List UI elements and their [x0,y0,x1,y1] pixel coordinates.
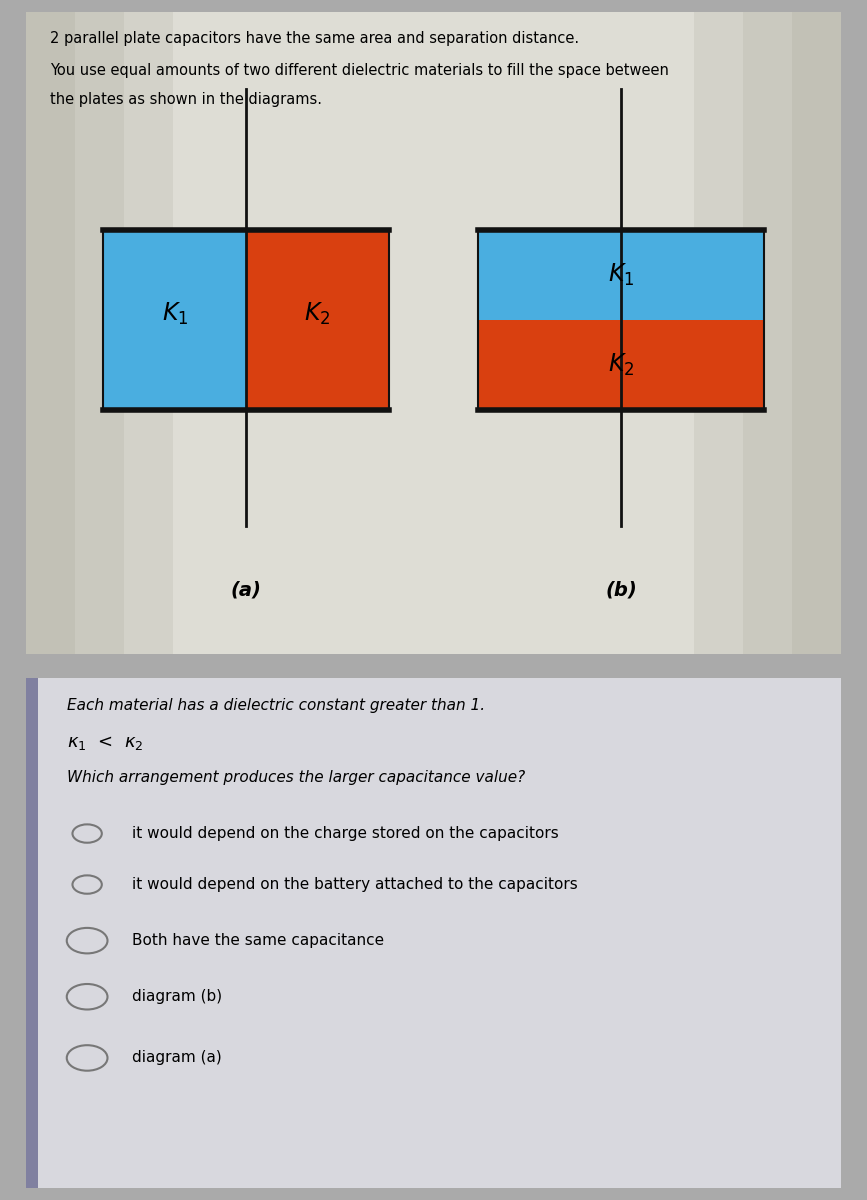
Bar [743,12,841,654]
Bar [26,12,173,654]
Bar [246,230,388,410]
Text: $\mathit{K_1}$: $\mathit{K_1}$ [161,301,188,326]
Bar [103,230,388,410]
Text: You use equal amounts of two different dielectric materials to fill the space be: You use equal amounts of two different d… [50,64,669,78]
Bar [479,230,764,320]
Text: Each material has a dielectric constant greater than 1.: Each material has a dielectric constant … [67,698,485,713]
Text: (b): (b) [605,581,637,599]
Text: $\mathit{K_1}$: $\mathit{K_1}$ [608,262,634,288]
Bar [479,230,764,410]
Text: diagram (a): diagram (a) [132,1050,222,1066]
Bar [479,320,764,410]
Bar [694,12,841,654]
Bar [792,12,841,654]
Text: (a): (a) [231,581,262,599]
Text: it would depend on the charge stored on the capacitors: it would depend on the charge stored on … [132,826,558,841]
Bar [26,12,124,654]
Text: the plates as shown in the diagrams.: the plates as shown in the diagrams. [50,92,323,107]
Text: it would depend on the battery attached to the capacitors: it would depend on the battery attached … [132,877,577,892]
Text: Which arrangement produces the larger capacitance value?: Which arrangement produces the larger ca… [67,770,525,785]
Text: $\mathit{K_2}$: $\mathit{K_2}$ [608,352,634,378]
Text: diagram (b): diagram (b) [132,989,222,1004]
Bar [26,678,38,1188]
Text: $\kappa_1$  <  $\kappa_2$: $\kappa_1$ < $\kappa_2$ [67,734,143,752]
Text: Both have the same capacitance: Both have the same capacitance [132,934,384,948]
Bar [26,12,75,654]
Bar [103,230,246,410]
Text: 2 parallel plate capacitors have the same area and separation distance.: 2 parallel plate capacitors have the sam… [50,31,579,47]
Text: $\mathit{K_2}$: $\mathit{K_2}$ [304,301,330,326]
